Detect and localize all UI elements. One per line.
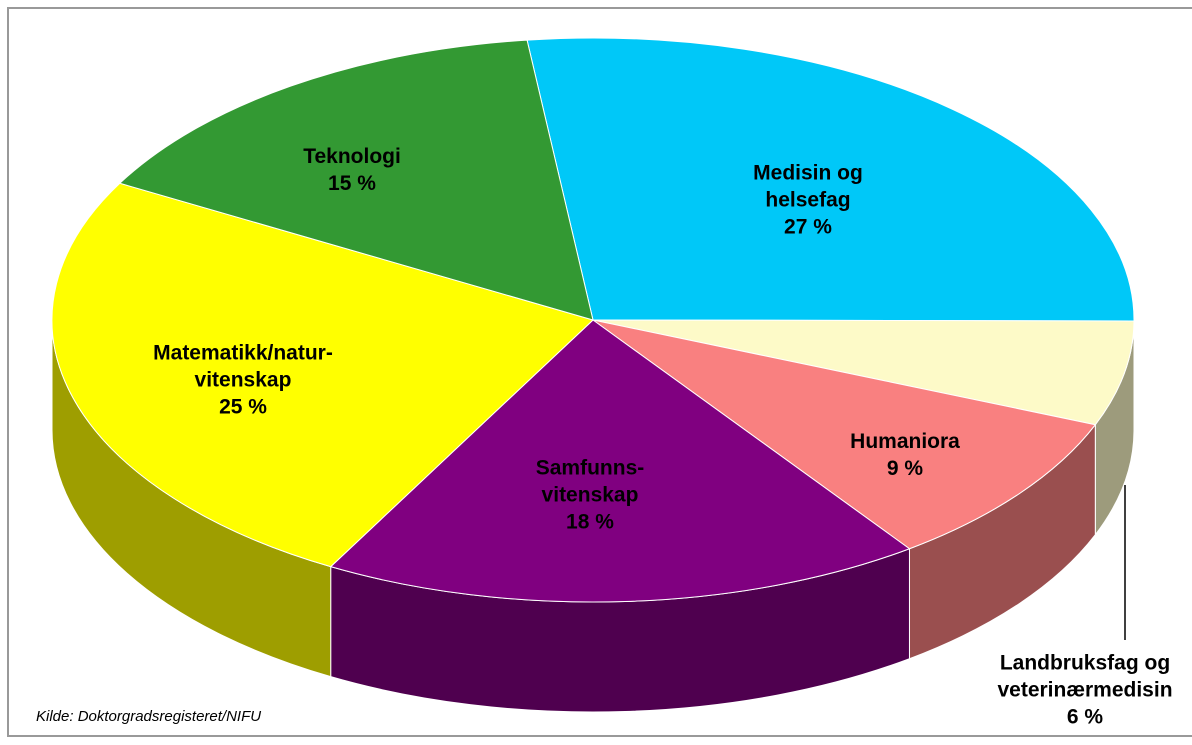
value-label: 25 % bbox=[219, 395, 267, 419]
source: Kilde: Doktorgradsregisteret/NIFU bbox=[36, 708, 262, 725]
slice bbox=[592, 319, 1135, 426]
value-label: 15 % bbox=[328, 172, 376, 195]
category-label: Matematikk/natur- vitenskap bbox=[153, 341, 333, 392]
slice-label: Landbruksfag og veterinærmedisin 6 % bbox=[997, 650, 1172, 731]
value-label: 6 % bbox=[1066, 705, 1104, 729]
category-label: Medisin og helsefag bbox=[753, 161, 863, 212]
slice-label: Samfunns- vitenskap 18 % bbox=[536, 455, 645, 536]
slice-label: Matematikk/natur- vitenskap 25 % bbox=[153, 340, 333, 421]
slice bbox=[526, 37, 1135, 322]
category-label: Landbruksfag og veterinærmedisin bbox=[997, 651, 1173, 702]
frame bbox=[7, 7, 1192, 737]
slice-label: Medisin og helsefag 27 % bbox=[753, 160, 863, 241]
slice-label: Teknologi 15 % bbox=[303, 143, 401, 197]
value-label: 9 % bbox=[886, 457, 924, 480]
slice bbox=[592, 319, 1097, 550]
slice-label: Humaniora 9 % bbox=[850, 428, 960, 482]
value-label: 27 % bbox=[784, 215, 832, 239]
category-label: Teknologi bbox=[303, 145, 401, 168]
slice bbox=[118, 39, 594, 321]
value-label: 18 % bbox=[566, 510, 614, 534]
category-label: Samfunns- vitenskap bbox=[535, 456, 645, 507]
category-label: Humaniora bbox=[850, 430, 960, 453]
slice bbox=[329, 319, 911, 603]
slice bbox=[51, 182, 594, 568]
